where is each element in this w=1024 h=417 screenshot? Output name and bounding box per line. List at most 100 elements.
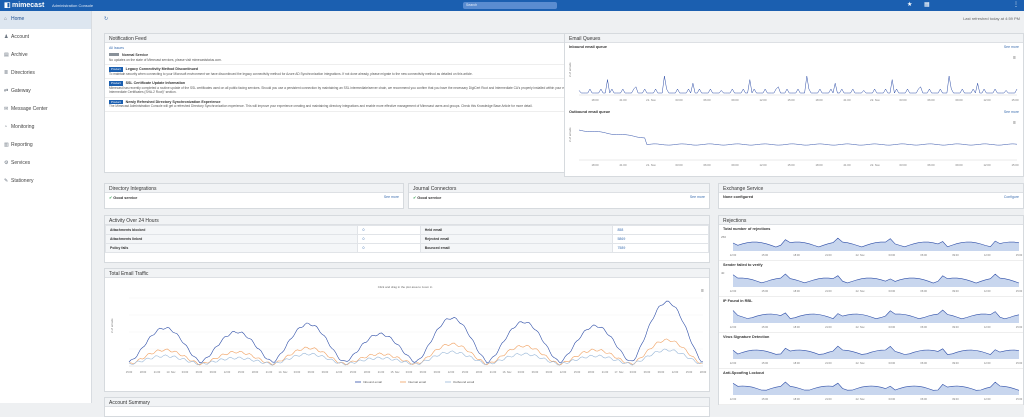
user-icon: ♟ — [4, 34, 9, 40]
rejection-line — [732, 309, 1020, 320]
sidebar-item-monitoring[interactable]: ◔ Monitoring — [0, 119, 91, 137]
x-tick-label: 03:00 — [889, 397, 896, 401]
sidebar: ⌂ Home ♟ Account ▤ Archive ≣ Directories ⇄ Gatewa… — [0, 11, 92, 403]
sidebar-item-directories[interactable]: ≣ Directories — [0, 65, 91, 83]
search-input[interactable]: Search — [463, 2, 557, 9]
legend-item[interactable]: Internal email — [408, 380, 426, 384]
chart-menu-icon[interactable]: ≡ — [1013, 55, 1016, 61]
x-tick-label: 15:00 — [574, 370, 581, 374]
email-traffic-chart[interactable]: Click and drag in the plot area to zoom … — [105, 278, 709, 391]
last-refreshed: Last refreshed today at 4:59 PM — [963, 16, 1020, 21]
chart-title: Inbound email queue — [569, 45, 607, 49]
brand-logo[interactable]: ◧mimecast — [4, 2, 44, 9]
panel-title: Activity Over 24 Hours — [105, 216, 709, 225]
x-tick-label: 09:00 — [546, 370, 553, 374]
see-more-link[interactable]: See more — [1003, 110, 1019, 114]
status-text: None configured — [723, 195, 754, 199]
x-tick-label: 15. Nov — [391, 370, 401, 374]
legend-item[interactable]: Inbound email — [363, 380, 382, 384]
legend-item[interactable]: Outbound email — [453, 380, 475, 384]
rejection-plot[interactable]: 12:00 15:00 18:00 21:00 22. Nov 03:00 06:00 09:… — [719, 377, 1023, 403]
panel-title: Directory Integrations — [105, 184, 403, 193]
x-tick-label: 18:00 — [793, 325, 800, 329]
table-row: Policy fails 0 Bounced email 7589 — [104, 243, 709, 253]
rejection-line — [732, 381, 1020, 391]
user-menu-icon[interactable]: ⋮ — [1013, 2, 1019, 8]
activity-value[interactable]: 0 — [357, 234, 421, 244]
favorites-star-icon[interactable]: ★ — [907, 2, 913, 8]
rejection-chart: IP Found in RBL 12:00 15:00 18:00 21:00 22. N… — [719, 297, 1023, 333]
activity-value[interactable]: 7589 — [612, 243, 709, 253]
sidebar-item-label: Message Center — [11, 106, 48, 112]
sidebar-item-archive[interactable]: ▤ Archive — [0, 47, 91, 65]
sidebar-item-message-center[interactable]: ✉ Message Center — [0, 101, 91, 119]
outbound-queue-chart: Outbound email queue See more # of email… — [565, 108, 1023, 173]
sidebar-item-services[interactable]: ⚙ Services — [0, 155, 91, 173]
services-icon: ⚙ — [4, 160, 9, 166]
rejection-plot[interactable]: 12:00 15:00 18:00 21:00 22. Nov 03:00 06:00 09:… — [719, 341, 1023, 367]
inbound-queue-plot[interactable]: # of emails 18:00 21:00 21. Nov 03:00 06:00 09… — [565, 51, 1023, 105]
rejection-chart: Virus Signature Detection 12:00 15:00 18:00… — [719, 333, 1023, 369]
feed-item-title[interactable]: Legacy Connectivity Method Discontinued — [125, 67, 199, 71]
chart-menu-icon[interactable]: ≡ — [1013, 120, 1016, 126]
x-tick-label: 12:00 — [448, 370, 455, 374]
queue-series-line — [578, 129, 1018, 146]
activity-value[interactable]: 5869 — [612, 234, 709, 244]
email-traffic-panel: Total Email Traffic Click and drag in th… — [104, 268, 710, 392]
x-tick-label: 03:00 — [630, 370, 637, 374]
x-tick-label: 15:00 — [1016, 361, 1023, 365]
activity-value[interactable]: 858 — [612, 225, 709, 235]
archive-icon: ▤ — [4, 52, 9, 58]
sidebar-item-stationery[interactable]: ✎ Stationery — [0, 173, 91, 191]
activity-value[interactable]: 0 — [357, 225, 421, 235]
chart-title: IP Found in RBL — [723, 299, 753, 303]
rejection-plot[interactable]: 250 12:00 15:00 18:00 21:00 22. Nov 03:00 06:00… — [719, 233, 1023, 259]
sidebar-item-reporting[interactable]: ▥ Reporting — [0, 137, 91, 155]
sidebar-item-gateway[interactable]: ⇄ Gateway — [0, 83, 91, 101]
configure-link[interactable]: Configure — [1003, 195, 1019, 199]
x-tick-label: 09:00 — [952, 253, 959, 257]
x-tick-label: 12:00 — [336, 370, 343, 374]
see-more-link[interactable]: See more — [689, 195, 705, 199]
x-tick-label: 12:00 — [730, 253, 737, 257]
sidebar-item-home[interactable]: ⌂ Home — [0, 11, 91, 29]
x-tick-label: 15:00 — [788, 98, 795, 102]
email-queues-panel: Email Queues Inbound email queue See mor… — [564, 33, 1024, 177]
x-tick-label: 09:00 — [956, 163, 963, 167]
feed-item-title[interactable]: Normal Service — [122, 53, 149, 57]
x-tick-label: 22. Nov — [856, 253, 866, 257]
see-more-link[interactable]: See more — [383, 195, 399, 199]
feed-filter-select[interactable]: All Issues — [109, 46, 124, 50]
apps-grid-icon[interactable]: ▦ — [924, 2, 930, 8]
outbound-queue-plot[interactable]: # of emails 18:00 21:00 21. Nov 03:00 06:00 09… — [565, 116, 1023, 170]
activity-value[interactable]: 0 — [357, 243, 421, 253]
directories-icon: ≣ — [4, 70, 9, 76]
home-icon: ⌂ — [4, 16, 8, 22]
x-tick-label: 12:00 — [672, 370, 679, 374]
rejection-line — [732, 237, 1020, 248]
refresh-icon[interactable]: ↻ — [104, 16, 109, 22]
x-tick-label: 18:00 — [816, 98, 823, 102]
y-tick-label: 250 — [721, 235, 726, 239]
activity-table: Attachments blocked 0 Held email 858 Attachm… — [104, 225, 709, 253]
x-tick-label: 09:00 — [952, 361, 959, 365]
x-tick-label: 06:00 — [532, 370, 539, 374]
x-tick-label: 21:00 — [620, 163, 627, 167]
account-summary-panel: Account Summary — [104, 397, 710, 417]
x-tick-label: 15:00 — [350, 370, 357, 374]
x-tick-label: 06:00 — [644, 370, 651, 374]
x-tick-label: 09:00 — [434, 370, 441, 374]
see-more-link[interactable]: See more — [1003, 45, 1019, 49]
panel-title: Journal Connectors — [409, 184, 709, 193]
chart-title: Total number of rejections — [723, 227, 771, 231]
x-tick-label: 22. Nov — [870, 163, 880, 167]
inbound-queue-chart: Inbound email queue See more # of emails… — [565, 43, 1023, 108]
feed-item-title[interactable]: SSL Certificate Update Information — [125, 81, 186, 85]
rejection-plot[interactable]: 12:00 15:00 18:00 21:00 22. Nov 03:00 06:00 09:… — [719, 305, 1023, 331]
traffic-series-line — [128, 348, 704, 366]
rejection-plot[interactable]: 40 12:00 15:00 18:00 21:00 22. Nov 03:00 06:00 0… — [719, 269, 1023, 295]
status-text: Good service — [417, 196, 442, 200]
feed-item-title[interactable]: Newly Refreshed Directory Synchronizatio… — [125, 99, 221, 104]
chart-menu-icon[interactable]: ≡ — [701, 288, 704, 294]
sidebar-item-account[interactable]: ♟ Account — [0, 29, 91, 47]
